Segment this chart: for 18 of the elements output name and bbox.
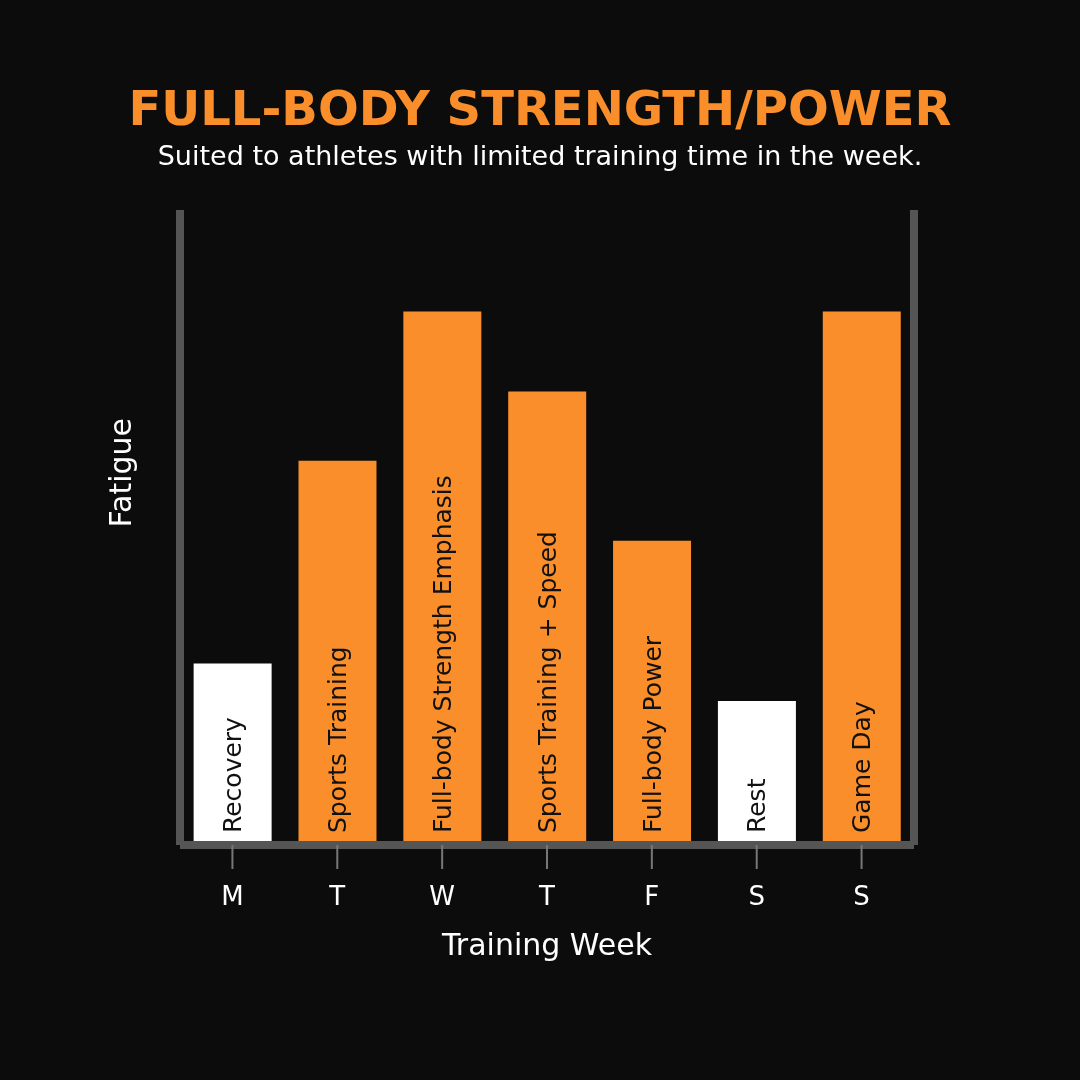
annotation: Sports Training	[322, 646, 352, 833]
x-tick-label: T	[328, 881, 346, 912]
annotation: Game Day	[847, 701, 877, 833]
chart-title: FULL-BODY STRENGTH/POWER	[127, 80, 953, 136]
annotation: Rest	[742, 778, 772, 833]
x-tick-label: S	[748, 881, 765, 912]
x-tick-label: S	[853, 881, 870, 912]
annotation: Full-body Strength Emphasis	[427, 475, 457, 833]
x-tick-label: F	[644, 881, 660, 912]
x-tick-label: W	[429, 881, 455, 912]
chart-subtitle: Suited to athletes with limited training time in the week.	[156, 140, 924, 171]
x-axis-title: Training Week	[440, 927, 653, 962]
x-tick-label: M	[221, 881, 244, 912]
annotation: Sports Training + Speed	[532, 531, 562, 833]
y-axis-title: Fatigue	[102, 418, 138, 528]
annotation: Recovery	[218, 716, 248, 833]
annotation: Full-body Power	[637, 635, 667, 833]
x-tick-label: T	[538, 881, 556, 912]
